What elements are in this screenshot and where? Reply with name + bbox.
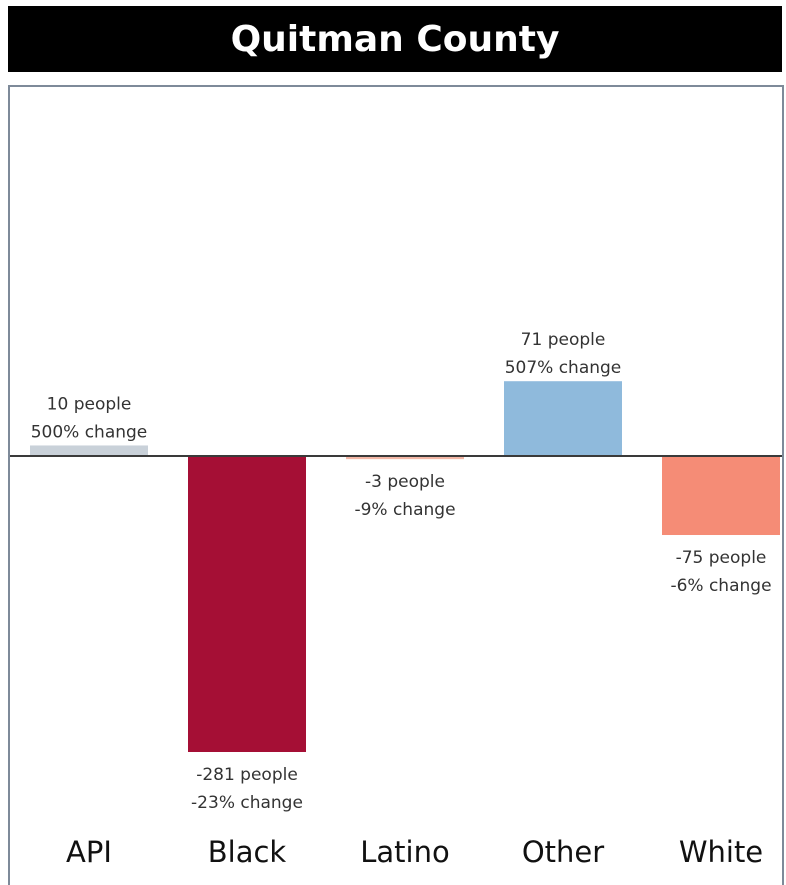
tick-label-white: White [679, 835, 763, 869]
plot-frame [8, 85, 784, 885]
tick-label-black: Black [208, 835, 287, 869]
chart-title: Quitman County [230, 18, 560, 60]
bar-other [504, 381, 622, 456]
title-bar: Quitman County [8, 6, 782, 72]
bar-white [662, 456, 780, 536]
bar-latino [346, 456, 464, 460]
tick-label-other: Other [522, 835, 604, 869]
data-label-api-people: 10 people [47, 394, 132, 414]
tick-label-api: API [66, 835, 112, 869]
bars-group [30, 381, 780, 752]
bar-api [30, 445, 148, 456]
data-label-other-people: 71 people [521, 330, 606, 350]
data-label-white-change: -6% change [670, 576, 771, 596]
tick-label-latino: Latino [360, 835, 449, 869]
data-label-api-change: 500% change [31, 422, 148, 442]
category-tick-labels: API Black Latino Other White [66, 835, 763, 869]
data-label-latino-change: -9% change [354, 500, 455, 520]
data-labels-group: 10 people 500% change -281 people -23% chan… [31, 330, 772, 813]
bar-black [188, 456, 306, 752]
data-label-latino-people: -3 people [365, 472, 445, 492]
data-label-black-change: -23% change [191, 793, 303, 813]
data-label-other-change: 507% change [505, 358, 622, 378]
data-label-white-people: -75 people [676, 548, 767, 568]
data-label-black-people: -281 people [196, 765, 298, 785]
